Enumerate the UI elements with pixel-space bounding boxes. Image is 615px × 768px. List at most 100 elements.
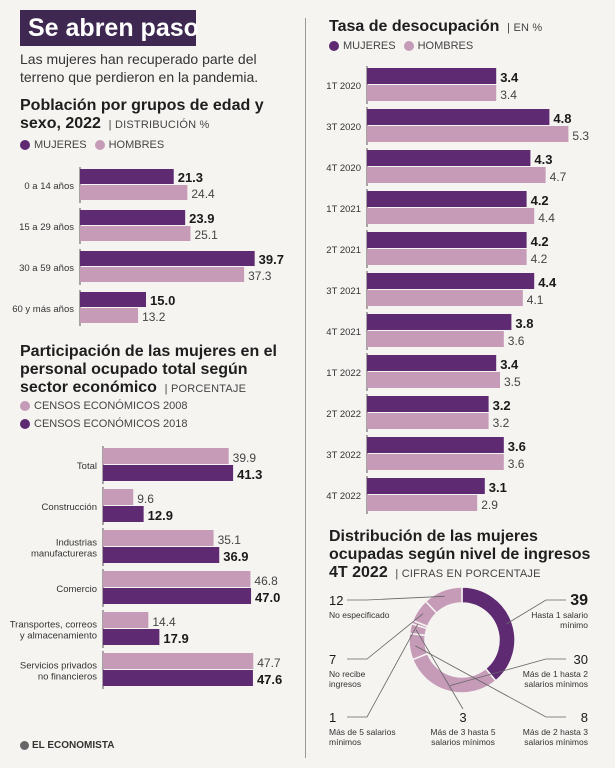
value-label-censos-economicos-2008-construccion: 9.6 [137,492,154,506]
bar-censos-economicos-2008-transportes-correos-y-almacenamiento [103,612,149,628]
bar-censos-economicos-2018-transportes-correos-y-almacenamiento [103,629,160,645]
category-label-4t-2021: 4T 2021 [326,327,361,338]
category-label-1t-2021: 1T 2021 [326,204,361,215]
legend-label-2018: CENSOS ECONÓMICOS 2018 [34,418,188,430]
logo-text: EL ECONOMISTA [32,740,115,751]
population-unit-divider: | [105,119,115,131]
bar-mujeres-4t-2020 [367,150,531,166]
bar-mujeres-4t-2022 [367,478,485,494]
category-label-4t-2022: 4T 2022 [326,491,361,502]
value-label-mujeres-2t-2021: 4.2 [531,234,549,249]
main-title: Se abren paso [20,10,199,46]
legend-swatch-hombres [94,140,105,150]
slice-label-mas-de-5-salarios-minimos: Más de 5 salarios [329,727,396,737]
donut-slice-hasta-1-salario-minimo [461,586,516,682]
value-label-hombres-4t-2021: 3.6 [508,334,525,348]
value-label-hombres-1t-2022: 3.5 [504,375,521,389]
value-label-hombres-3t-2020: 5.3 [572,129,589,143]
value-label-hombres-2t-2021: 4.2 [531,252,548,266]
category-label-4t-2020: 4T 2020 [326,163,361,174]
legend-label-hombres: HOMBRES [108,139,165,151]
slice-label-mas-de-3-hasta-5-salarios-minimos: salarios mínimos [431,737,495,747]
bar-hombres-2t-2021 [367,249,527,265]
value-label-mujeres-60-y-mas-anos: 15.0 [150,293,175,308]
unemployment-chart: 1T 2020 3.4 3.4 3T 2020 4.85.3 4T 2020 4.3 4.7 1… [326,66,589,514]
participation-chart: Total 39.9 41.3 Construcción 9.6 12.9 Industri… [10,446,282,689]
legend-label-hombres-2: HOMBRES [417,40,474,52]
value-label-censos-economicos-2008-comercio: 46.8 [254,574,278,588]
bar-censos-economicos-2008-comercio [103,571,251,587]
participation-legend-2008: CENSOS ECONÓMICOS 2008 [20,400,187,412]
unemployment-title: Tasa de desocupación | EN % [329,18,609,37]
bar-mujeres-15-a-29-anos [80,210,186,225]
value-label-censos-economicos-2018-total: 41.3 [237,467,262,482]
legend-label-mujeres-2: MUJERES [343,40,396,52]
participation-unit: PORCENTAJE [170,383,247,395]
bar-mujeres-3t-2020 [367,109,550,125]
value-label-censos-economicos-2018-transportes-correos-y-almacenamiento: 17.9 [163,631,188,646]
bar-hombres-1t-2022 [367,372,500,388]
legend-swatch-2008 [20,401,30,411]
value-label-mujeres-1t-2021: 4.2 [531,193,549,208]
unemployment-legend: MUJERES HOMBRES [329,40,473,52]
participation-legend-2018: CENSOS ECONÓMICOS 2018 [20,418,187,430]
value-label-mujeres-4t-2022: 3.1 [489,480,507,495]
population-title-text: Población por grupos de edad y sexo, 202… [20,97,264,132]
value-label-mujeres-3t-2021: 4.4 [538,275,557,290]
value-label-hombres-3t-2021: 4.1 [527,293,544,307]
value-label-mujeres-3t-2022: 3.6 [508,439,526,454]
legend-swatch-mujeres-2 [329,41,339,51]
income-unit: CIFRAS EN PORCENTAJE [401,568,541,580]
bar-mujeres-3t-2022 [367,437,504,453]
leader-line-no-recibe-ingresos [347,613,424,660]
bar-censos-economicos-2008-construccion [103,489,134,505]
bar-hombres-60-y-mas-anos [80,308,139,323]
bar-censos-economicos-2018-servicios-privados-no-financieros [103,670,253,686]
category-label-construccion: Construcción [42,502,97,513]
value-label-hombres-0-a-14-anos: 24.4 [191,187,215,201]
value-label-hombres-15-a-29-anos: 25.1 [194,228,218,242]
bar-mujeres-1t-2021 [367,191,527,207]
bar-hombres-1t-2021 [367,208,535,224]
publisher-logo: EL ECONOMISTA [20,740,114,751]
legend-swatch-mujeres [20,140,30,150]
leader-line-hasta-1-salario-minimo [506,599,566,625]
unemployment-unit-divider: | [503,22,514,34]
category-label-transportes-correos-y-almacenamiento: y almacenamiento [20,631,97,642]
category-label-3t-2021: 3T 2021 [326,286,361,297]
slice-value-mas-de-2-hasta-3-salarios-minimos: 8 [581,710,588,725]
slice-value-no-recibe-ingresos: 7 [329,652,336,667]
value-label-censos-economicos-2018-construccion: 12.9 [148,508,173,523]
value-label-hombres-3t-2022: 3.6 [508,457,525,471]
slice-label-mas-de-2-hasta-3-salarios-minimos: salarios mínimos [524,737,588,747]
slice-label-mas-de-3-hasta-5-salarios-minimos: Más de 3 hasta 5 [430,727,495,737]
slice-label-mas-de-5-salarios-minimos: mínimos [329,737,361,747]
value-label-mujeres-15-a-29-anos: 23.9 [189,211,214,226]
bar-hombres-30-a-59-anos [80,267,245,282]
leader-line-mas-de-3-hasta-5-salarios-minimos [415,629,464,710]
slice-label-hasta-1-salario-minimo: mínimo [560,620,588,630]
leader-line-no-especificado [347,595,445,601]
logo-icon [20,741,29,750]
value-label-mujeres-30-a-59-anos: 39.7 [259,252,284,267]
bar-mujeres-30-a-59-anos [80,251,255,266]
leader-line-mas-de-5-salarios-minimos [347,623,419,718]
bar-hombres-3t-2022 [367,454,504,470]
category-label-3t-2022: 3T 2022 [326,450,361,461]
slice-label-hasta-1-salario-minimo: Hasta 1 salario [531,610,588,620]
category-label-comercio: Comercio [56,584,97,595]
bar-censos-economicos-2018-industrias-manufactureras [103,547,220,563]
category-label-2t-2021: 2T 2021 [326,245,361,256]
slice-value-no-especificado: 12 [329,593,343,608]
bar-censos-economicos-2018-comercio [103,588,252,604]
category-label-industrias-manufactureras: manufactureras [31,549,97,560]
population-chart: 0 a 14 años 21.3 24.4 15 a 29 años 23.9 25.1 3… [12,167,284,326]
category-label-servicios-privados-no-financieros: Servicios privados [20,661,97,672]
participation-title: Participación de las mujeres en el perso… [20,343,290,398]
bar-mujeres-60-y-mas-anos [80,292,146,307]
value-label-hombres-4t-2020: 4.7 [550,170,567,184]
slice-value-hasta-1-salario-minimo: 39 [570,592,588,609]
value-label-hombres-1t-2021: 4.4 [538,211,555,225]
subtitle: Las mujeres han recuperado parte del ter… [20,51,259,85]
slice-value-mas-de-5-salarios-minimos: 1 [329,710,336,725]
